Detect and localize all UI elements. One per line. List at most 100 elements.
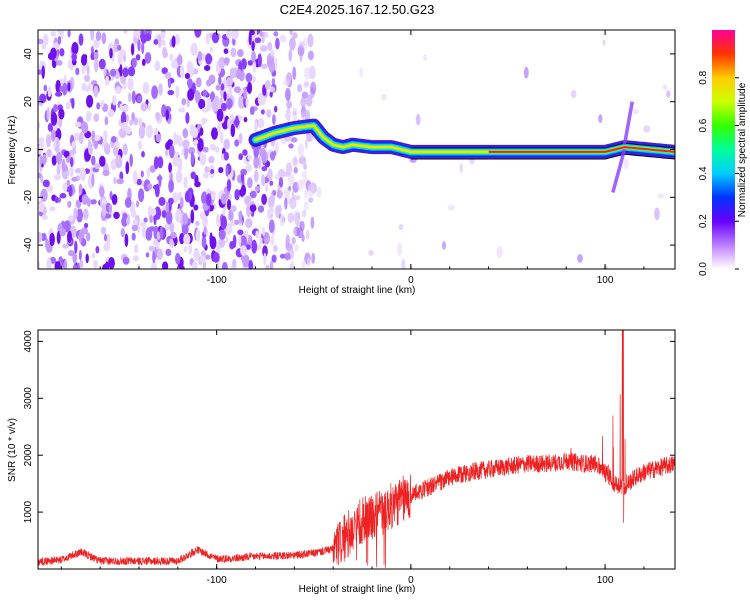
noise-blob	[38, 172, 42, 179]
colorbar-tick-label: 0.4	[698, 166, 709, 180]
noise-blob	[297, 84, 303, 93]
x-tick-label: -100	[207, 275, 227, 286]
noise-blob	[264, 80, 271, 90]
noise-blob	[423, 54, 428, 62]
noise-blob	[304, 138, 308, 150]
colorbar-tick-label: 0.6	[698, 118, 709, 132]
noise-blob	[112, 95, 117, 106]
noise-blob	[276, 189, 283, 199]
noise-blob	[104, 116, 109, 126]
noise-blob	[93, 51, 99, 60]
ridge-edge-1	[410, 142, 675, 149]
noise-blob	[193, 204, 199, 211]
noise-blob	[180, 197, 184, 209]
noise-blob	[292, 66, 297, 80]
noise-blob	[178, 107, 186, 113]
noise-blob	[75, 199, 82, 209]
snr-ylabel: SNR (10 * v/v)	[7, 418, 18, 482]
noise-blob	[301, 110, 308, 121]
noise-blob	[459, 163, 463, 173]
y-tick-label: 0	[23, 146, 34, 152]
noise-blob	[297, 143, 305, 155]
noise-blob	[264, 184, 269, 193]
noise-blob	[57, 30, 63, 35]
noise-blob	[56, 231, 61, 244]
noise-blob	[70, 157, 74, 167]
noise-blob	[55, 91, 63, 97]
noise-blob	[75, 67, 80, 76]
colorbar: 0.0 0.2 0.4 0.6 0.8 Normalized spectral ampl…	[698, 30, 748, 276]
noise-blob	[116, 178, 124, 185]
noise-blob	[287, 212, 295, 224]
noise-blob	[368, 249, 374, 256]
spectrogram-ylabel: Frequency (Hz)	[7, 116, 18, 185]
noise-blob	[285, 73, 292, 83]
noise-blob	[103, 67, 107, 76]
noise-blob	[209, 232, 213, 246]
noise-blob	[301, 260, 307, 269]
noise-blob	[147, 101, 152, 111]
noise-blob	[155, 133, 162, 143]
noise-blob	[205, 254, 211, 260]
noise-blob	[272, 189, 277, 196]
noise-blob	[223, 151, 229, 161]
noise-blob	[170, 231, 177, 239]
noise-blob	[305, 229, 310, 240]
noise-blob	[265, 264, 270, 269]
noise-blob	[74, 240, 78, 254]
y-tick-label: 3000	[23, 387, 34, 410]
noise-blob	[153, 39, 159, 45]
noise-blob	[220, 215, 227, 230]
noise-blob	[243, 116, 248, 123]
noise-blob	[182, 139, 190, 149]
noise-blob	[293, 195, 301, 201]
noise-blob	[59, 48, 65, 57]
noise-blob	[203, 171, 209, 179]
noise-blob	[188, 242, 192, 255]
colorbar-ticks: 0.0 0.2 0.4 0.6 0.8	[698, 70, 739, 276]
noise-blob	[237, 49, 244, 58]
snr-series-line	[38, 330, 675, 568]
noise-blob	[261, 150, 268, 164]
noise-blob	[198, 98, 206, 110]
noise-blob	[217, 121, 222, 135]
noise-blob	[183, 176, 188, 188]
noise-blob	[180, 265, 185, 269]
noise-blob	[38, 261, 41, 269]
noise-blob	[223, 57, 230, 64]
noise-blob	[212, 252, 220, 263]
noise-blob	[131, 224, 138, 232]
noise-blob	[111, 194, 118, 205]
noise-blob	[172, 192, 179, 204]
noise-blob	[192, 261, 198, 269]
noise-blob	[190, 151, 195, 165]
noise-blob	[171, 60, 178, 69]
noise-blob	[197, 138, 204, 152]
noise-blob	[298, 155, 307, 165]
noise-blob	[165, 148, 169, 157]
noise-blob	[247, 81, 253, 94]
noise-blob	[230, 219, 236, 227]
noise-blob	[274, 105, 278, 113]
y-tick-label: 4000	[23, 330, 34, 353]
noise-blob	[138, 125, 146, 139]
noise-blob	[235, 68, 243, 80]
noise-blob	[225, 165, 229, 177]
noise-blob	[81, 194, 89, 205]
noise-blob	[167, 118, 171, 125]
noise-blob	[415, 113, 421, 126]
noise-blob	[293, 228, 297, 236]
noise-blob	[307, 33, 314, 48]
noise-blob	[169, 53, 174, 61]
noise-blob	[189, 124, 195, 136]
noise-blob	[230, 47, 237, 58]
noise-blob	[268, 219, 275, 234]
noise-blob	[67, 249, 75, 257]
noise-blob	[211, 99, 219, 112]
noise-blob	[39, 93, 47, 104]
noise-blob	[218, 238, 226, 248]
noise-blob	[145, 227, 153, 241]
noise-blob	[135, 200, 140, 208]
y-tick-label: 20	[23, 96, 34, 108]
snr-xlabel: Height of straight line (km)	[299, 584, 416, 595]
